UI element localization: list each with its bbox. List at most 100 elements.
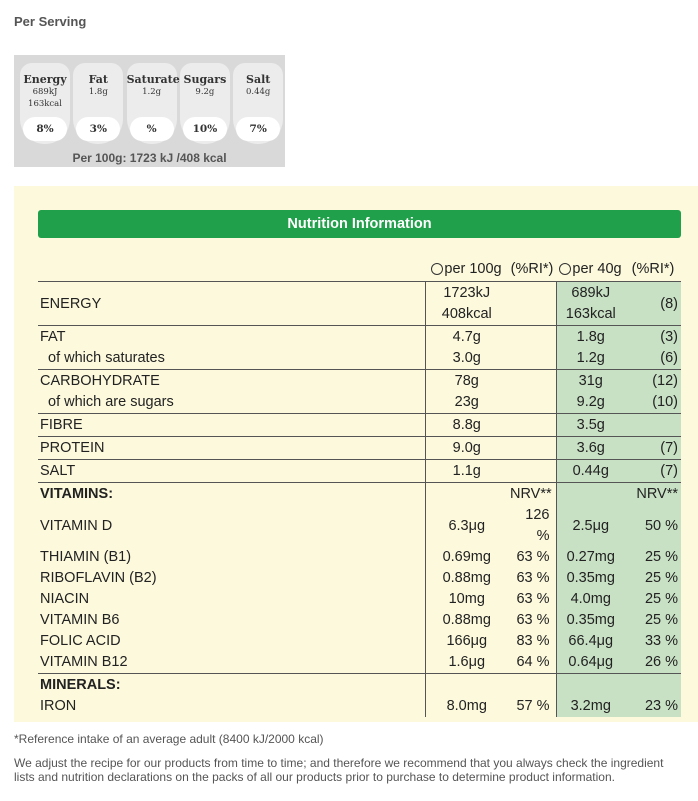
- row-group: FAT 4.7g 1.8g (3) of which saturates 3.0g 1.2g…: [38, 325, 681, 370]
- per-serving-title: Per Serving: [14, 14, 87, 29]
- value-cell: 4.7g: [424, 325, 508, 348]
- traffic-item: Fat 1.8g 3%: [73, 63, 124, 144]
- value-cell: 25 %: [625, 589, 681, 610]
- value: 166μg: [446, 633, 488, 649]
- value-cell: 64 %: [508, 652, 556, 674]
- row-group: ENERGY 1723kJ 408kcal 689kJ 163kcal (8): [38, 281, 681, 326]
- value-cell: 8.0mg: [424, 696, 508, 717]
- table-row: THIAMIN (B1) 0.69mg 63 % 0.27mg 25 %: [38, 547, 681, 568]
- value-cell: [424, 482, 508, 505]
- value: 4.0mg: [570, 591, 611, 607]
- value: 10mg: [448, 591, 485, 607]
- row-group: FIBRE 8.8g 3.5g: [38, 413, 681, 437]
- row-label-cell: FOLIC ACID: [38, 631, 425, 652]
- value: 3.0g: [452, 350, 481, 366]
- row-label-cell: ENERGY: [38, 282, 425, 326]
- header-per-40g: per 40g: [572, 261, 622, 277]
- value-cell: [555, 673, 625, 696]
- value: 0.64μg: [568, 654, 614, 670]
- value: (3): [660, 329, 678, 345]
- value: NRV**: [636, 486, 678, 502]
- item-name: Sugars: [183, 73, 227, 86]
- value-cell: 0.64μg: [555, 652, 625, 674]
- row-label: SALT: [40, 463, 76, 479]
- item-amount: 163kcal: [28, 99, 62, 109]
- row-label-cell: THIAMIN (B1): [38, 547, 425, 568]
- value: 0.35mg: [566, 612, 615, 628]
- value-cell: [424, 673, 508, 696]
- item-amount: 0.44g: [246, 87, 271, 97]
- value: 25 %: [644, 549, 678, 565]
- value-cell: 689kJ 163kcal: [555, 281, 625, 326]
- value: (7): [660, 440, 678, 456]
- item-name: Salt: [246, 73, 271, 86]
- table-row: FIBRE 8.8g 3.5g: [38, 413, 681, 437]
- value: 66.4μg: [568, 633, 614, 649]
- item-amount: 1.8g: [88, 87, 108, 97]
- row-group: MINERALS: IRON 8.0mg 57 % 3.2mg 23 %: [38, 673, 681, 717]
- value-line: 689kJ: [571, 285, 611, 301]
- value: 63 %: [516, 612, 550, 628]
- note: We adjust the recipe for our products fr…: [14, 756, 664, 784]
- row-label-cell: VITAMINS:: [38, 483, 425, 506]
- value: 64 %: [516, 654, 550, 670]
- row-label-cell: RIBOFLAVIN (B2): [38, 568, 425, 589]
- value: (12): [652, 373, 678, 389]
- row-label: VITAMINS:: [40, 486, 114, 502]
- item-ri: 8%: [23, 117, 67, 141]
- value-cell: 1.2g: [555, 348, 625, 370]
- value: 126 %: [525, 507, 550, 544]
- value: 25 %: [644, 591, 678, 607]
- value-cell: (6): [625, 348, 681, 370]
- value-cell: (8): [625, 281, 681, 326]
- value: 1.2g: [576, 350, 605, 366]
- value-line: 1723kJ: [443, 285, 491, 301]
- table-row: NIACIN 10mg 63 % 4.0mg 25 %: [38, 589, 681, 610]
- value: 1.8g: [576, 329, 605, 345]
- row-group: SALT 1.1g 0.44g (7): [38, 459, 681, 483]
- value-cell: [508, 460, 556, 483]
- table-row: VITAMIN B6 0.88mg 63 % 0.35mg 25 %: [38, 610, 681, 631]
- value-cell: 3.5g: [555, 413, 625, 437]
- table-header: per 100g (%RI*) per 40g (%RI*): [38, 248, 681, 282]
- table-row: CARBOHYDRATE 78g 31g (12): [38, 369, 681, 392]
- value-line: 163kcal: [565, 306, 616, 322]
- item-name: Energy: [23, 73, 67, 86]
- value-cell: 23 %: [625, 696, 681, 717]
- value-cell: 3.0g: [424, 348, 508, 370]
- nutrition-table: per 100g (%RI*) per 40g (%RI*) ENERGY 172…: [38, 248, 681, 717]
- value-cell: 1.8g: [555, 325, 625, 348]
- value-cell: 63 %: [508, 589, 556, 610]
- value: 0.69mg: [442, 549, 491, 565]
- value: 4.7g: [452, 329, 481, 345]
- row-label-cell: SALT: [38, 460, 425, 483]
- value-cell: 0.27mg: [555, 547, 625, 568]
- value: 9.0g: [452, 440, 481, 456]
- row-group: VITAMINS: NRV** NRV** VITAMIN D 6.3μg 126 % 2.…: [38, 482, 681, 674]
- value: 3.5g: [576, 417, 605, 433]
- value: 23 %: [644, 698, 678, 714]
- value-cell: 8.8g: [424, 413, 508, 437]
- value: 33 %: [644, 633, 678, 649]
- value: 8.8g: [452, 417, 481, 433]
- value: 2.5μg: [572, 517, 610, 534]
- value-cell: 26 %: [625, 652, 681, 674]
- value-cell: 0.88mg: [424, 610, 508, 631]
- value-cell: [508, 437, 556, 460]
- header-cell: [38, 248, 425, 282]
- value-cell: 33 %: [625, 631, 681, 652]
- header-cell: per 100g: [425, 248, 508, 282]
- header-ri-100g: (%RI*): [510, 261, 554, 277]
- value-cell: (3): [625, 325, 681, 348]
- value: 0.35mg: [566, 570, 615, 586]
- value: (8): [660, 295, 678, 312]
- value-cell: 57 %: [508, 696, 556, 717]
- value-cell: 50 %: [625, 505, 681, 547]
- row-label: PROTEIN: [40, 440, 105, 456]
- value: 31g: [578, 373, 603, 389]
- item-name: Fat: [88, 73, 108, 86]
- value-cell: 10mg: [424, 589, 508, 610]
- value: 63 %: [516, 570, 550, 586]
- table-row: of which are sugars 23g 9.2g (10): [38, 392, 681, 414]
